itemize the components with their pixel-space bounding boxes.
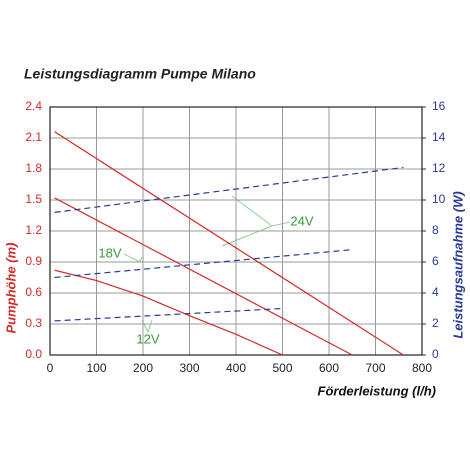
y2-tick-label: 6 — [432, 254, 439, 268]
x-tick-label: 200 — [133, 361, 153, 375]
x-tick-label: 400 — [226, 361, 246, 375]
y2-tick-label: 4 — [432, 285, 439, 299]
x-tick-label: 300 — [179, 361, 199, 375]
y-tick-label: 1.5 — [25, 192, 42, 206]
series-line — [54, 131, 404, 356]
annotation-leaders — [123, 195, 291, 334]
y-tick-label: 0.6 — [25, 285, 42, 299]
y2-tick-label: 10 — [432, 192, 446, 206]
y-tick-label: 0.0 — [25, 347, 42, 361]
chart-title: Leistungsdiagramm Pumpe Milano — [24, 66, 256, 82]
x-tick-label: 600 — [319, 361, 339, 375]
x-tick-label: 800 — [412, 361, 432, 375]
y2-tick-label: 2 — [432, 316, 439, 330]
x-axis-label: Förderleistung (l/h) — [318, 383, 436, 398]
y2-tick-label: 12 — [432, 161, 446, 175]
annotation: 12V — [136, 331, 159, 346]
y-tick-label: 1.2 — [25, 223, 42, 237]
leader — [123, 253, 143, 263]
annotation: 24V — [290, 213, 313, 228]
series-line — [54, 197, 353, 356]
plot-frame — [49, 106, 423, 356]
y-tick-label: 2.4 — [25, 99, 42, 113]
y2-axis-label: Leistungsaufnahme (W) — [450, 191, 465, 338]
annotation: 18V — [98, 245, 121, 260]
y-tick-label: 1.8 — [25, 161, 42, 175]
y2-tick-label: 14 — [432, 130, 446, 144]
series-line — [54, 269, 283, 356]
y-tick-label: 2.1 — [25, 130, 42, 144]
x-tick-label: 100 — [86, 361, 106, 375]
y2-tick-label: 8 — [432, 223, 439, 237]
y-axis-label: Pumphöhe (m) — [3, 243, 18, 334]
y-tick-label: 0.3 — [25, 316, 42, 330]
series-line — [54, 166, 404, 213]
series-line — [54, 307, 283, 322]
x-tick-label: 0 — [47, 361, 54, 375]
leader — [221, 225, 273, 247]
y-tick-label: 0.9 — [25, 254, 42, 268]
x-tick-label: 700 — [365, 361, 385, 375]
y2-tick-label: 0 — [432, 347, 439, 361]
y2-tick-label: 16 — [432, 99, 446, 113]
x-tick-label: 500 — [272, 361, 292, 375]
